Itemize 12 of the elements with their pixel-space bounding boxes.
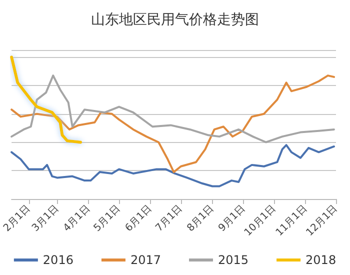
legend-label: 2016 [42, 253, 74, 267]
legend-label: 2015 [218, 253, 249, 267]
x-tick-label: 2月1日 [2, 203, 33, 234]
x-tick-label: 4月1日 [62, 203, 93, 234]
x-tick-label: 8月1日 [185, 203, 216, 234]
legend-label: 2017 [130, 253, 162, 267]
x-tick-label: 7月1日 [154, 203, 185, 234]
chart-title: 山东地区民用气价格走势图 [91, 12, 259, 28]
x-tick-label: 5月1日 [92, 203, 123, 234]
legend-label: 2018 [306, 253, 336, 267]
x-tick-label: 3月1日 [30, 203, 62, 234]
x-tick-label: 6月1日 [123, 203, 154, 234]
